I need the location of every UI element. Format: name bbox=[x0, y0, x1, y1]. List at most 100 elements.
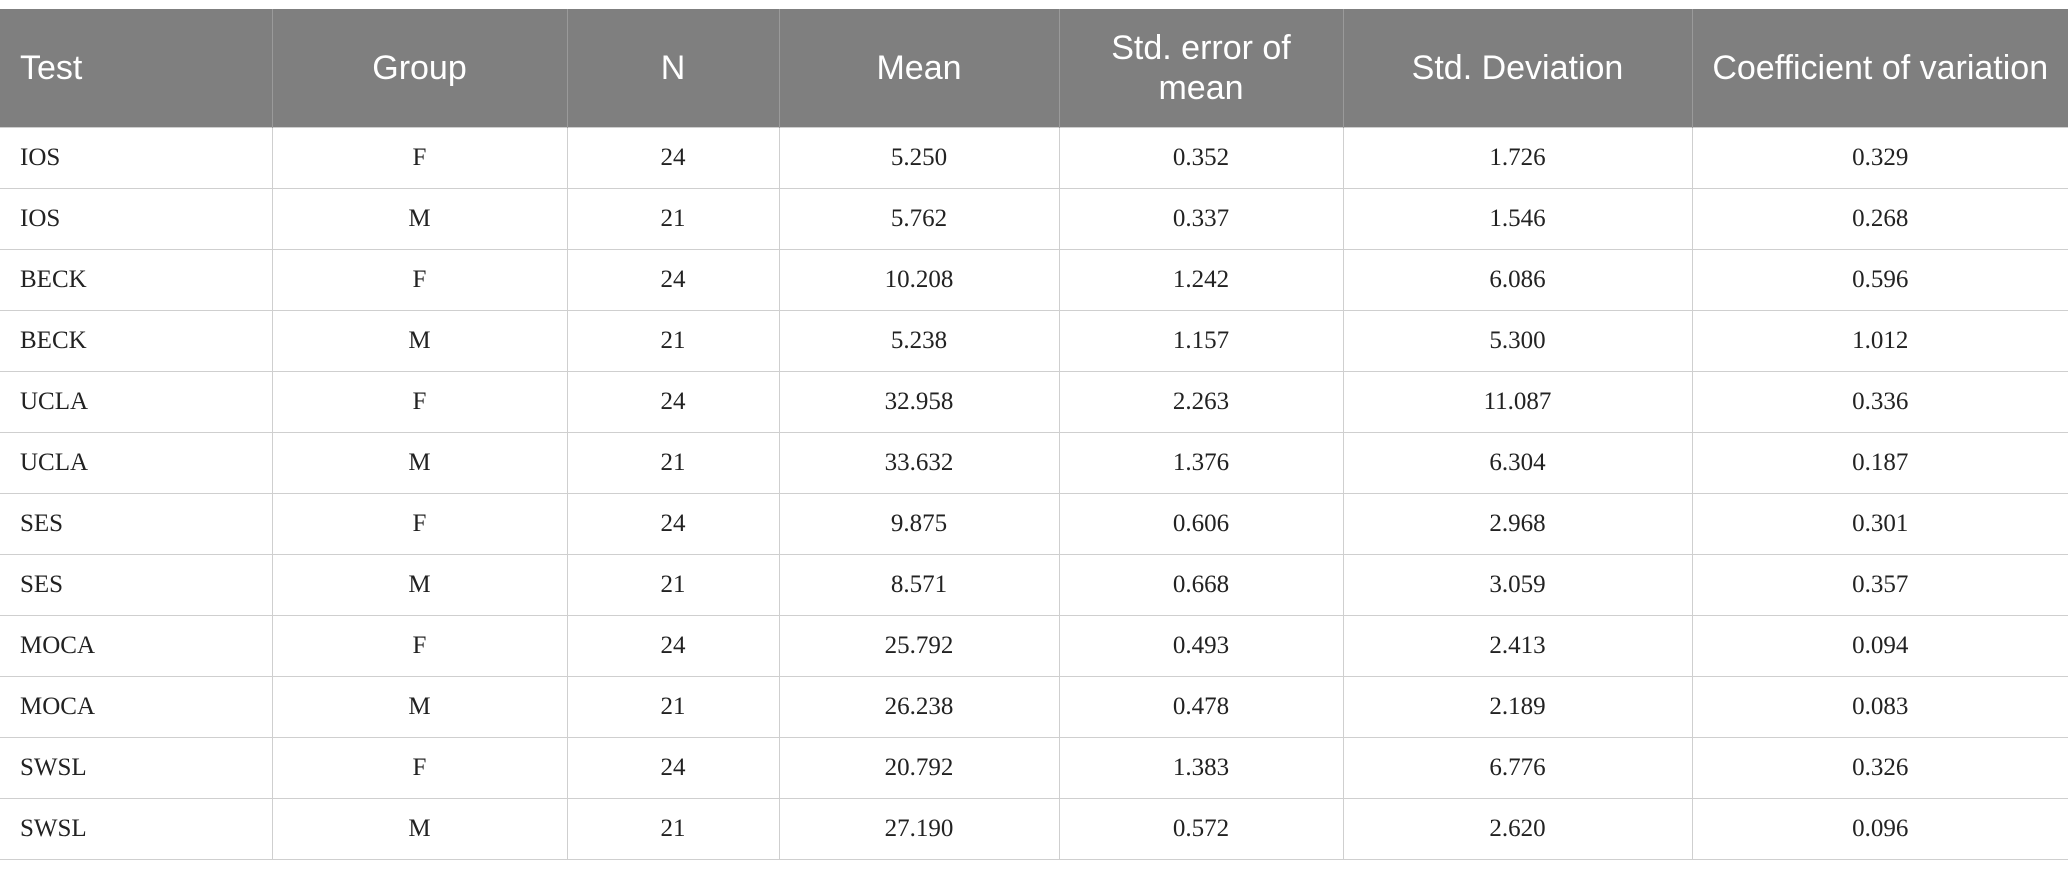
table-cell: 21 bbox=[566, 798, 780, 860]
table-cell: 33.632 bbox=[778, 432, 1060, 494]
table-cell: M bbox=[271, 432, 568, 494]
table-cell: 5.762 bbox=[778, 188, 1060, 250]
table-cell: UCLA bbox=[0, 432, 273, 494]
header-cell: Mean bbox=[778, 9, 1059, 128]
table-cell: 0.493 bbox=[1058, 615, 1344, 677]
table-cell: 1.157 bbox=[1058, 310, 1344, 372]
table-cell: 6.776 bbox=[1342, 737, 1693, 799]
table-cell: F bbox=[271, 127, 568, 189]
table-cell: IOS bbox=[0, 127, 273, 189]
table-cell: 2.620 bbox=[1342, 798, 1693, 860]
table-cell: 2.189 bbox=[1342, 676, 1693, 738]
table-cell: 24 bbox=[566, 615, 780, 677]
table-cell: 24 bbox=[566, 249, 780, 311]
table-container: Test Group N Mean Std. error of mean Std. Dev… bbox=[0, 9, 2068, 860]
table-cell: 0.572 bbox=[1058, 798, 1344, 860]
table-cell: 26.238 bbox=[778, 676, 1060, 738]
table-row: BECK F 24 10.208 1.242 6.086 0.596 bbox=[0, 249, 2068, 311]
table-cell: 24 bbox=[566, 371, 780, 433]
table-cell: 2.413 bbox=[1342, 615, 1693, 677]
table-row: SES M 21 8.571 0.668 3.059 0.357 bbox=[0, 554, 2068, 616]
header-cell: Test bbox=[0, 9, 272, 128]
table-cell: 0.668 bbox=[1058, 554, 1344, 616]
table-cell: M bbox=[271, 310, 568, 372]
table-cell: 1.546 bbox=[1342, 188, 1693, 250]
header-cell: Coefficient of variation bbox=[1691, 9, 2068, 128]
table-cell: 9.875 bbox=[778, 493, 1060, 555]
table-cell: 5.238 bbox=[778, 310, 1060, 372]
table-cell: M bbox=[271, 798, 568, 860]
table-cell: 1.376 bbox=[1058, 432, 1344, 494]
table-cell: 0.336 bbox=[1691, 371, 2068, 433]
table-cell: BECK bbox=[0, 310, 273, 372]
table-cell: F bbox=[271, 249, 568, 311]
table-cell: MOCA bbox=[0, 676, 273, 738]
table-row: IOS F 24 5.250 0.352 1.726 0.329 bbox=[0, 127, 2068, 189]
table-cell: 6.304 bbox=[1342, 432, 1693, 494]
table-row: SWSL F 24 20.792 1.383 6.776 0.326 bbox=[0, 737, 2068, 799]
table-cell: 0.268 bbox=[1691, 188, 2068, 250]
table-cell: F bbox=[271, 493, 568, 555]
table-row: MOCA F 24 25.792 0.493 2.413 0.094 bbox=[0, 615, 2068, 677]
table-cell: M bbox=[271, 676, 568, 738]
table-cell: 20.792 bbox=[778, 737, 1060, 799]
table-cell: 0.326 bbox=[1691, 737, 2068, 799]
table-cell: 21 bbox=[566, 676, 780, 738]
table-row: MOCA M 21 26.238 0.478 2.189 0.083 bbox=[0, 676, 2068, 738]
table-cell: BECK bbox=[0, 249, 273, 311]
table-row: SES F 24 9.875 0.606 2.968 0.301 bbox=[0, 493, 2068, 555]
table-cell: SWSL bbox=[0, 737, 273, 799]
table-cell: UCLA bbox=[0, 371, 273, 433]
table-row: SWSL M 21 27.190 0.572 2.620 0.096 bbox=[0, 798, 2068, 860]
table-cell: 21 bbox=[566, 432, 780, 494]
table-cell: 0.187 bbox=[1691, 432, 2068, 494]
table-cell: 0.606 bbox=[1058, 493, 1344, 555]
table-cell: 21 bbox=[566, 188, 780, 250]
table-cell: M bbox=[271, 188, 568, 250]
table-cell: 5.300 bbox=[1342, 310, 1693, 372]
table-cell: 5.250 bbox=[778, 127, 1060, 189]
table-cell: 0.478 bbox=[1058, 676, 1344, 738]
table-cell: 24 bbox=[566, 127, 780, 189]
table-cell: 1.726 bbox=[1342, 127, 1693, 189]
table-cell: 8.571 bbox=[778, 554, 1060, 616]
header-cell: N bbox=[566, 9, 779, 128]
header-cell: Group bbox=[271, 9, 567, 128]
table-cell: 6.086 bbox=[1342, 249, 1693, 311]
table-cell: IOS bbox=[0, 188, 273, 250]
table-cell: F bbox=[271, 371, 568, 433]
table-cell: 2.263 bbox=[1058, 371, 1344, 433]
header-row: Test Group N Mean Std. error of mean Std. Dev… bbox=[0, 9, 2068, 128]
table-cell: 0.357 bbox=[1691, 554, 2068, 616]
table-row: IOS M 21 5.762 0.337 1.546 0.268 bbox=[0, 188, 2068, 250]
table-cell: SWSL bbox=[0, 798, 273, 860]
table-cell: 11.087 bbox=[1342, 371, 1693, 433]
table-cell: F bbox=[271, 737, 568, 799]
table-cell: SES bbox=[0, 493, 273, 555]
table-cell: 0.352 bbox=[1058, 127, 1344, 189]
table-cell: 3.059 bbox=[1342, 554, 1693, 616]
table-cell: 0.596 bbox=[1691, 249, 2068, 311]
table-cell: 25.792 bbox=[778, 615, 1060, 677]
table-cell: 32.958 bbox=[778, 371, 1060, 433]
table-cell: 0.337 bbox=[1058, 188, 1344, 250]
table-row: BECK M 21 5.238 1.157 5.300 1.012 bbox=[0, 310, 2068, 372]
table-header: Test Group N Mean Std. error of mean Std. Dev… bbox=[0, 9, 2068, 128]
table-cell: 0.329 bbox=[1691, 127, 2068, 189]
table-cell: 10.208 bbox=[778, 249, 1060, 311]
table-cell: SES bbox=[0, 554, 273, 616]
table-cell: 1.012 bbox=[1691, 310, 2068, 372]
stats-table: Test Group N Mean Std. error of mean Std. Dev… bbox=[0, 9, 2068, 860]
table-cell: 1.242 bbox=[1058, 249, 1344, 311]
table-cell: 27.190 bbox=[778, 798, 1060, 860]
table-row: UCLA M 21 33.632 1.376 6.304 0.187 bbox=[0, 432, 2068, 494]
table-cell: 0.096 bbox=[1691, 798, 2068, 860]
header-cell: Std. Deviation bbox=[1342, 9, 1692, 128]
table-cell: 24 bbox=[566, 737, 780, 799]
table-cell: 2.968 bbox=[1342, 493, 1693, 555]
table-cell: F bbox=[271, 615, 568, 677]
header-cell: Std. error of mean bbox=[1058, 9, 1343, 128]
table-cell: MOCA bbox=[0, 615, 273, 677]
table-body: IOS F 24 5.250 0.352 1.726 0.329 IOS M 21 5.762 0.3… bbox=[0, 127, 2068, 860]
